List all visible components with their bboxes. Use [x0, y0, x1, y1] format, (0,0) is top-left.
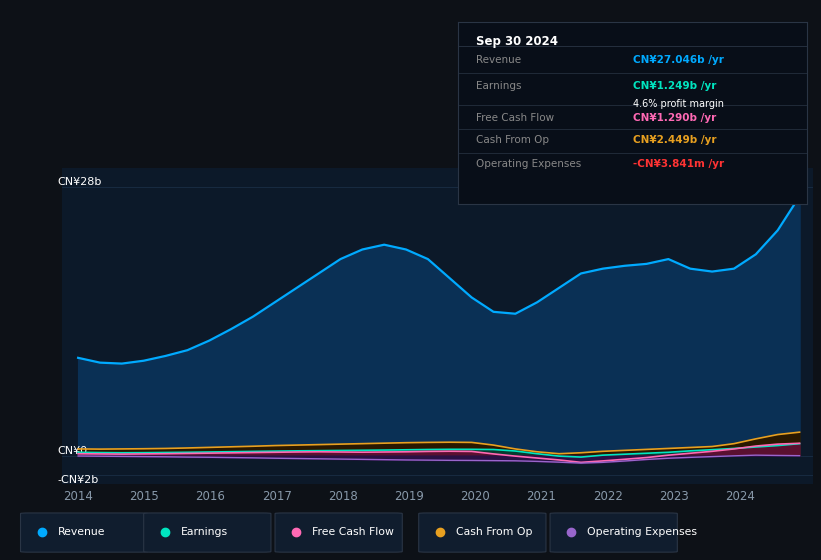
FancyBboxPatch shape [21, 513, 148, 552]
FancyBboxPatch shape [144, 513, 271, 552]
Text: 4.6% profit margin: 4.6% profit margin [633, 99, 723, 109]
Text: CN¥1.290b /yr: CN¥1.290b /yr [633, 113, 716, 123]
Text: CN¥0: CN¥0 [57, 446, 88, 456]
Text: CN¥28b: CN¥28b [57, 177, 102, 187]
FancyBboxPatch shape [419, 513, 546, 552]
Text: Sep 30 2024: Sep 30 2024 [475, 35, 557, 48]
Text: Operating Expenses: Operating Expenses [475, 159, 580, 169]
Text: CN¥2.449b /yr: CN¥2.449b /yr [633, 136, 716, 145]
Text: -CN¥3.841m /yr: -CN¥3.841m /yr [633, 159, 723, 169]
FancyBboxPatch shape [550, 513, 677, 552]
Text: Revenue: Revenue [57, 527, 105, 537]
Text: CN¥1.249b /yr: CN¥1.249b /yr [633, 81, 716, 91]
Text: Operating Expenses: Operating Expenses [587, 527, 697, 537]
Text: Cash From Op: Cash From Op [456, 527, 532, 537]
FancyBboxPatch shape [275, 513, 402, 552]
Text: Earnings: Earnings [475, 81, 521, 91]
Text: Cash From Op: Cash From Op [475, 136, 548, 145]
Text: Free Cash Flow: Free Cash Flow [312, 527, 394, 537]
Text: Earnings: Earnings [181, 527, 227, 537]
Text: Free Cash Flow: Free Cash Flow [475, 113, 553, 123]
Text: CN¥27.046b /yr: CN¥27.046b /yr [633, 55, 723, 65]
Text: Revenue: Revenue [475, 55, 521, 65]
Text: -CN¥2b: -CN¥2b [57, 475, 99, 485]
